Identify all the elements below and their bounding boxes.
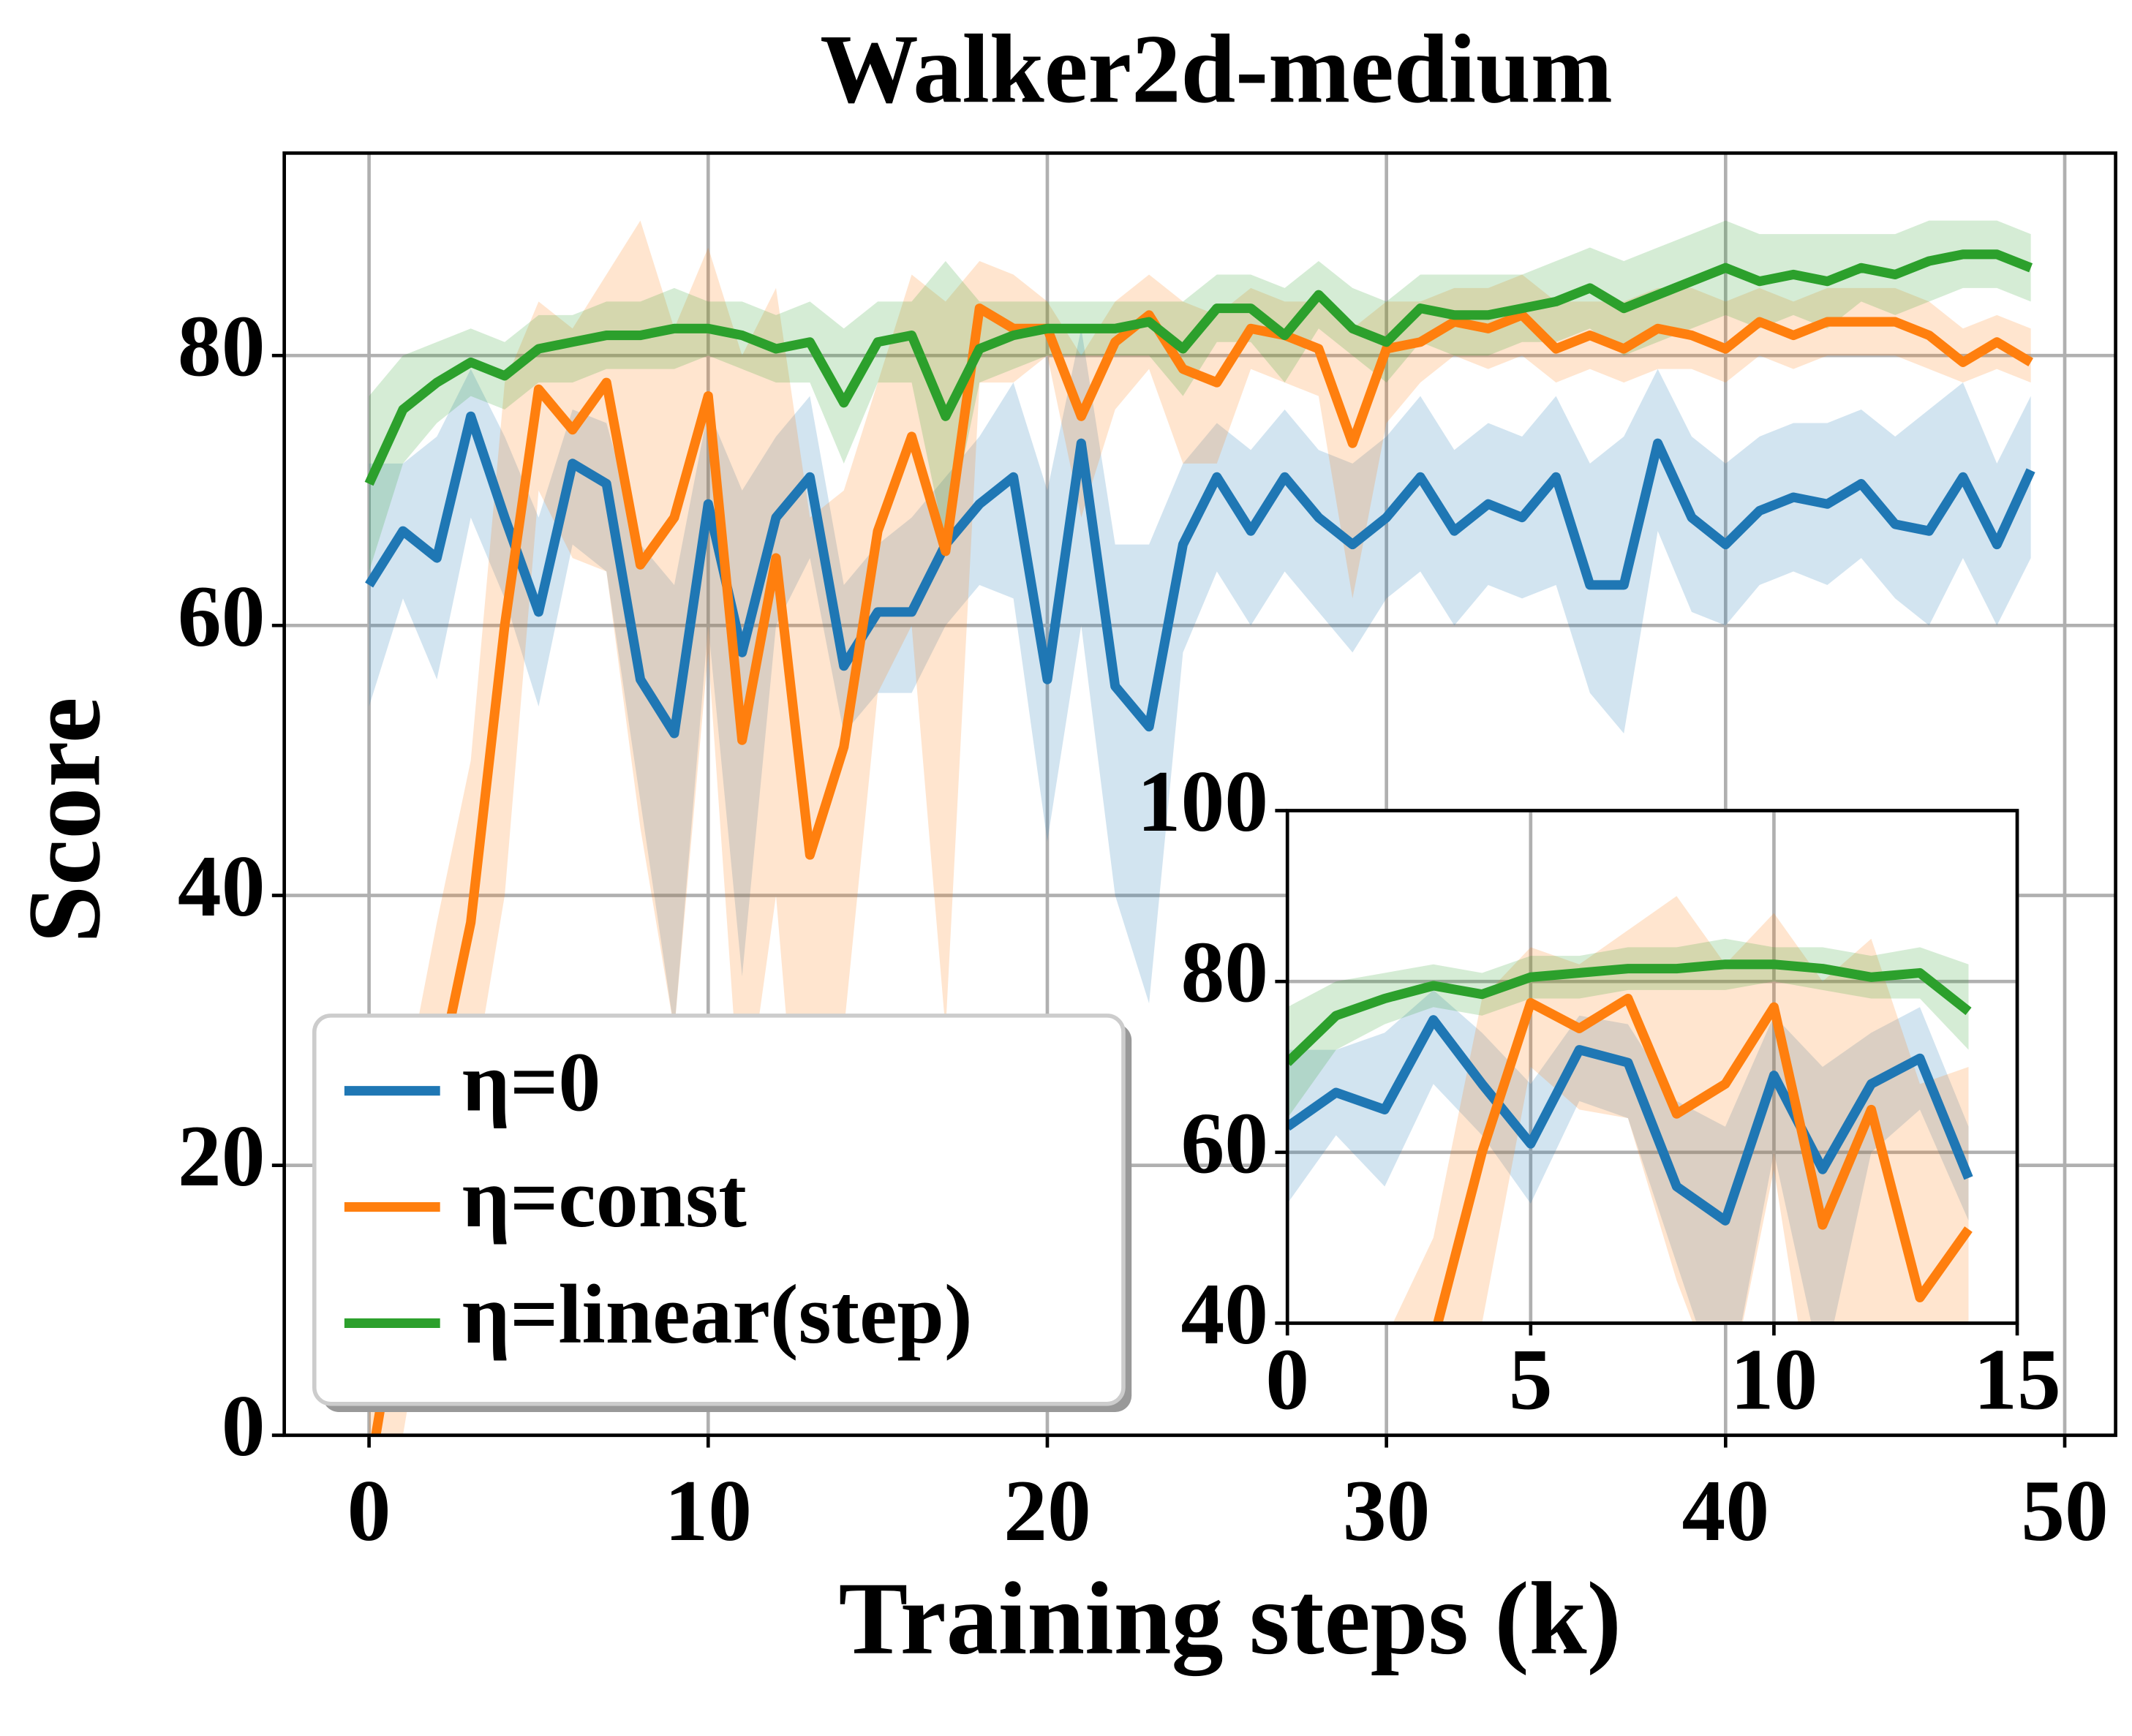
error-band [1287, 938, 1969, 1119]
y-tick-label: 0 [222, 1377, 265, 1474]
x-tick-label: 10 [664, 1462, 752, 1559]
legend-label: η=0 [462, 1035, 601, 1129]
plot-area [364, 220, 2035, 1435]
y-tick-label: 80 [1180, 924, 1268, 1021]
legend-label: η=const [462, 1152, 747, 1245]
y-tick-label: 20 [178, 1107, 265, 1204]
x-tick-label: 30 [1343, 1462, 1431, 1559]
x-tick-label: 5 [1509, 1331, 1553, 1428]
line [371, 303, 2034, 1435]
x-tick-label: 10 [1730, 1331, 1818, 1428]
y-tick-label: 100 [1137, 752, 1268, 850]
x-axis-label: Training steps (k) [839, 1560, 1621, 1676]
x-tick-label: 50 [2021, 1462, 2109, 1559]
x-tick-label: 40 [1682, 1462, 1770, 1559]
line [1287, 1015, 1973, 1226]
y-tick-label: 40 [178, 837, 265, 935]
line [364, 249, 2033, 486]
y-axis-label: Score [6, 697, 121, 943]
error-band [1287, 989, 1969, 1324]
plot-frame [1285, 809, 2019, 1325]
error-band [369, 220, 2031, 1435]
plot-frame [282, 151, 2117, 1438]
x-tick-label: 0 [347, 1462, 391, 1559]
line [365, 411, 2035, 739]
line [1433, 993, 1973, 1324]
y-tick-label: 60 [1180, 1094, 1268, 1191]
line [1287, 959, 1972, 1066]
x-tick-label: 15 [1973, 1331, 2061, 1428]
y-tick-label: 80 [178, 298, 265, 395]
y-tick-label: 60 [178, 567, 265, 665]
legend [312, 1014, 1126, 1406]
x-tick-label: 0 [1265, 1331, 1309, 1428]
legend-label: η=linear(step) [462, 1268, 973, 1362]
plot-area [1287, 896, 1973, 1324]
x-tick-label: 20 [1003, 1462, 1091, 1559]
chart-title: Walker2d-medium [820, 15, 1613, 124]
y-tick-label: 40 [1180, 1265, 1268, 1362]
